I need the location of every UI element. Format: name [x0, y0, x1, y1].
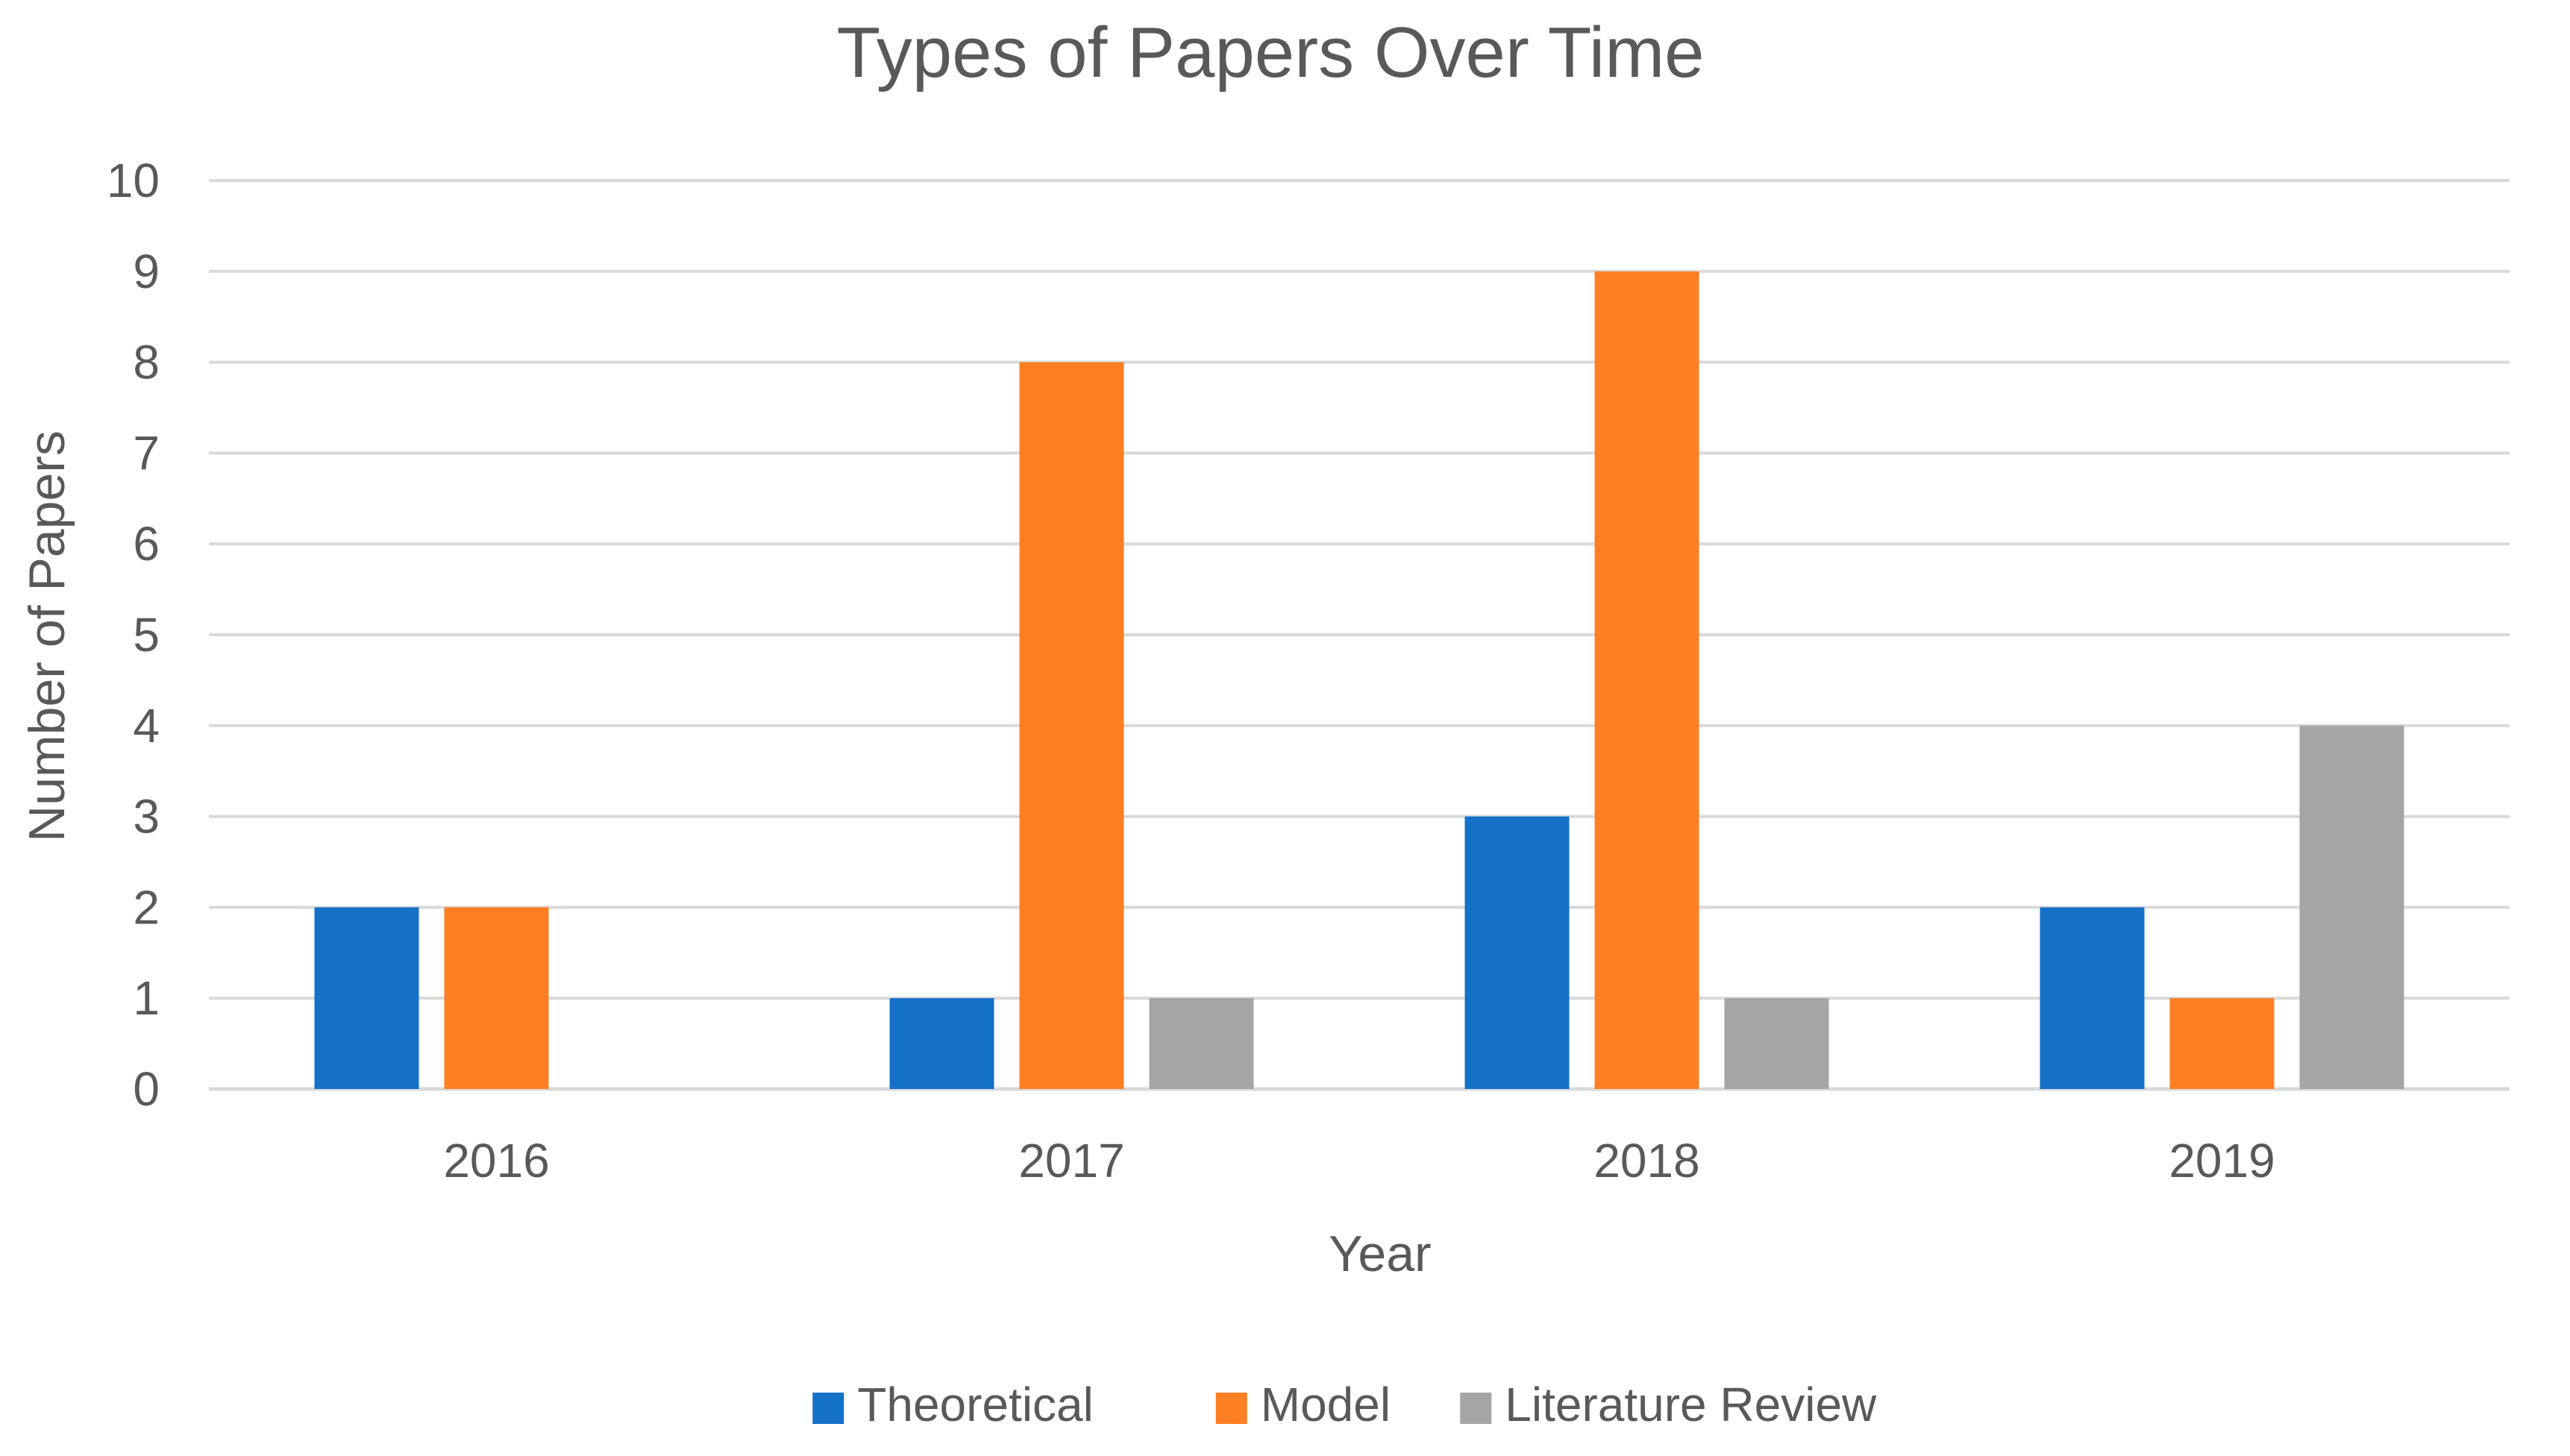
y-tick-label: 7: [133, 426, 160, 480]
chart-title: Types of Papers Over Time: [836, 13, 1704, 92]
bar-literature-review-2018: [1724, 998, 1829, 1089]
y-tick-label: 9: [133, 245, 160, 298]
y-tick-label: 0: [133, 1062, 160, 1116]
y-tick-label: 6: [133, 517, 160, 571]
x-axis-tick-labels: 2016 2017 2018 2019: [443, 1134, 2275, 1187]
bars: [314, 271, 2404, 1090]
legend-label: Literature Review: [1505, 1378, 1877, 1431]
legend-item-literature-review: Literature Review: [1460, 1378, 1877, 1431]
bar-theoretical-2016: [314, 907, 419, 1089]
x-axis-title: Year: [1329, 1226, 1431, 1282]
bar-model-2018: [1594, 271, 1699, 1089]
legend-item-model: Model: [1215, 1378, 1391, 1431]
x-tick-label: 2017: [1018, 1134, 1124, 1187]
legend-swatch: [812, 1393, 844, 1424]
bar-model-2019: [2169, 998, 2275, 1089]
bar-model-2016: [444, 907, 549, 1089]
bar-theoretical-2017: [889, 998, 994, 1089]
x-tick-label: 2016: [443, 1134, 549, 1187]
legend-swatch: [1460, 1393, 1492, 1424]
legend: Theoretical Model Literature Review: [812, 1378, 1877, 1431]
y-tick-label: 4: [133, 699, 160, 753]
x-tick-label: 2019: [2169, 1134, 2275, 1187]
legend-label: Model: [1261, 1378, 1391, 1431]
legend-item-theoretical: Theoretical: [812, 1378, 1094, 1431]
bar-theoretical-2018: [1464, 816, 1570, 1089]
bar-literature-review-2019: [2299, 725, 2404, 1089]
y-tick-label: 5: [133, 608, 160, 662]
bar-model-2017: [1019, 362, 1124, 1090]
bar-theoretical-2019: [2040, 907, 2145, 1089]
y-axis-tick-labels: 0 1 2 3 4 5 6 7 8 9 10: [107, 154, 160, 1116]
x-tick-label: 2018: [1593, 1134, 1699, 1187]
y-tick-label: 10: [107, 154, 160, 207]
y-tick-label: 3: [133, 790, 160, 844]
y-tick-label: 8: [133, 336, 160, 389]
y-tick-label: 1: [133, 971, 160, 1025]
y-tick-label: 2: [133, 880, 160, 934]
gridlines: [209, 179, 2510, 1091]
legend-swatch: [1215, 1393, 1247, 1424]
legend-label: Theoretical: [857, 1378, 1094, 1431]
bar-literature-review-2017: [1149, 998, 1254, 1089]
y-axis-title: Number of Papers: [19, 430, 75, 842]
